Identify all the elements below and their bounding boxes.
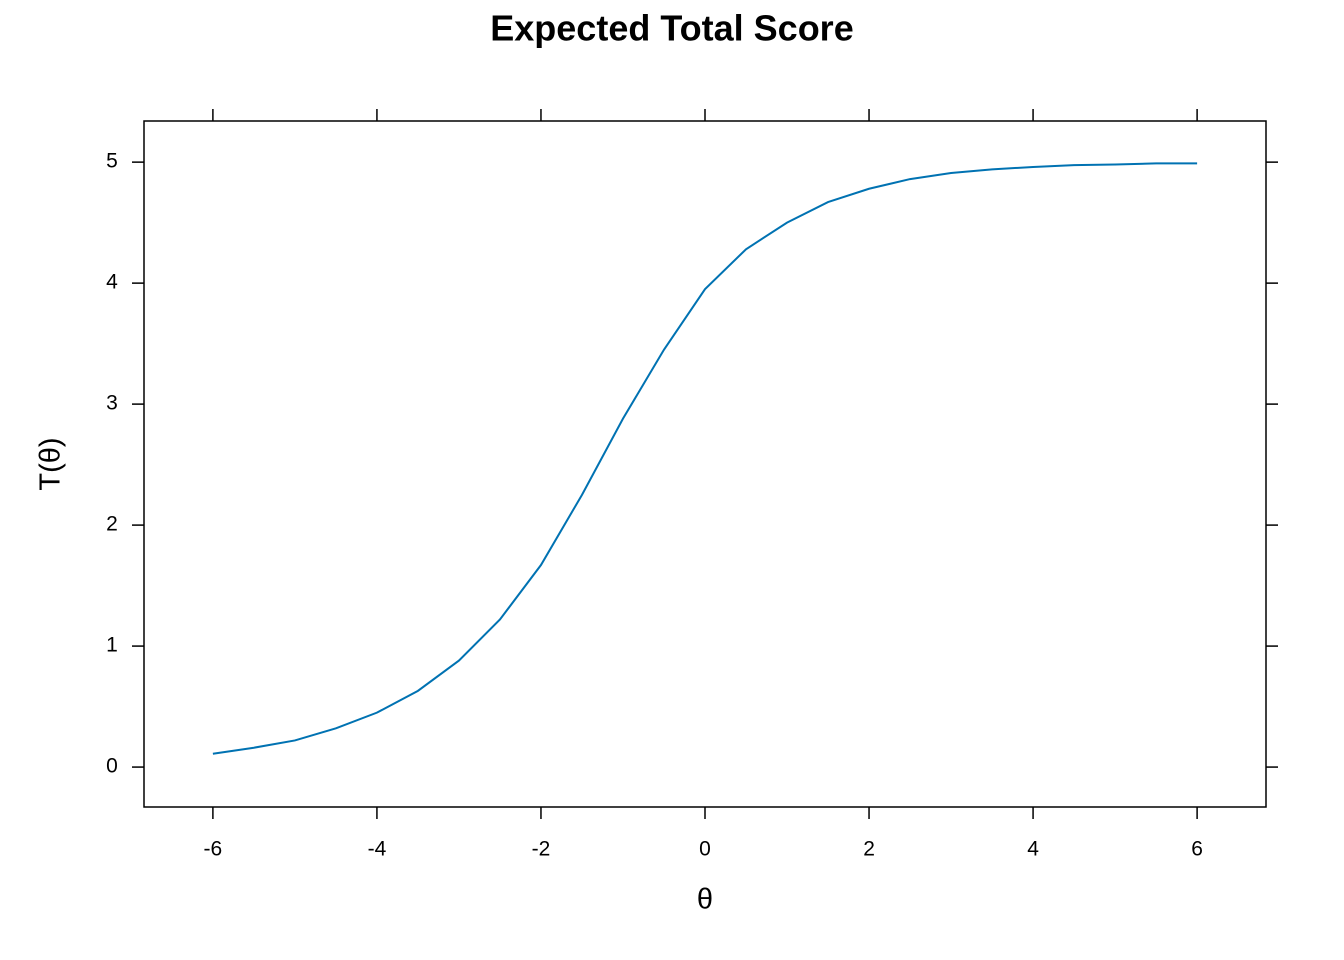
plot-frame	[143, 120, 1267, 808]
y-tick-label: 4	[106, 271, 118, 294]
y-tick-label: 0	[106, 755, 118, 778]
y-tick-label: 5	[106, 150, 118, 173]
x-tick-label: 4	[1027, 838, 1039, 861]
x-axis-label: θ	[697, 884, 713, 916]
x-tick-label: 6	[1191, 838, 1203, 861]
chart-title: Expected Total Score	[490, 8, 853, 49]
x-tick-label: -6	[204, 838, 223, 861]
y-axis-label: T(θ)	[35, 437, 67, 490]
x-tick-label: 0	[699, 838, 711, 861]
x-tick-label: -4	[368, 838, 387, 861]
y-tick-label: 3	[106, 392, 118, 415]
y-tick-label: 2	[106, 513, 118, 536]
x-tick-label: 2	[863, 838, 875, 861]
data-line	[212, 162, 1198, 755]
y-tick-label: 1	[106, 634, 118, 657]
x-tick-label: -2	[532, 838, 551, 861]
